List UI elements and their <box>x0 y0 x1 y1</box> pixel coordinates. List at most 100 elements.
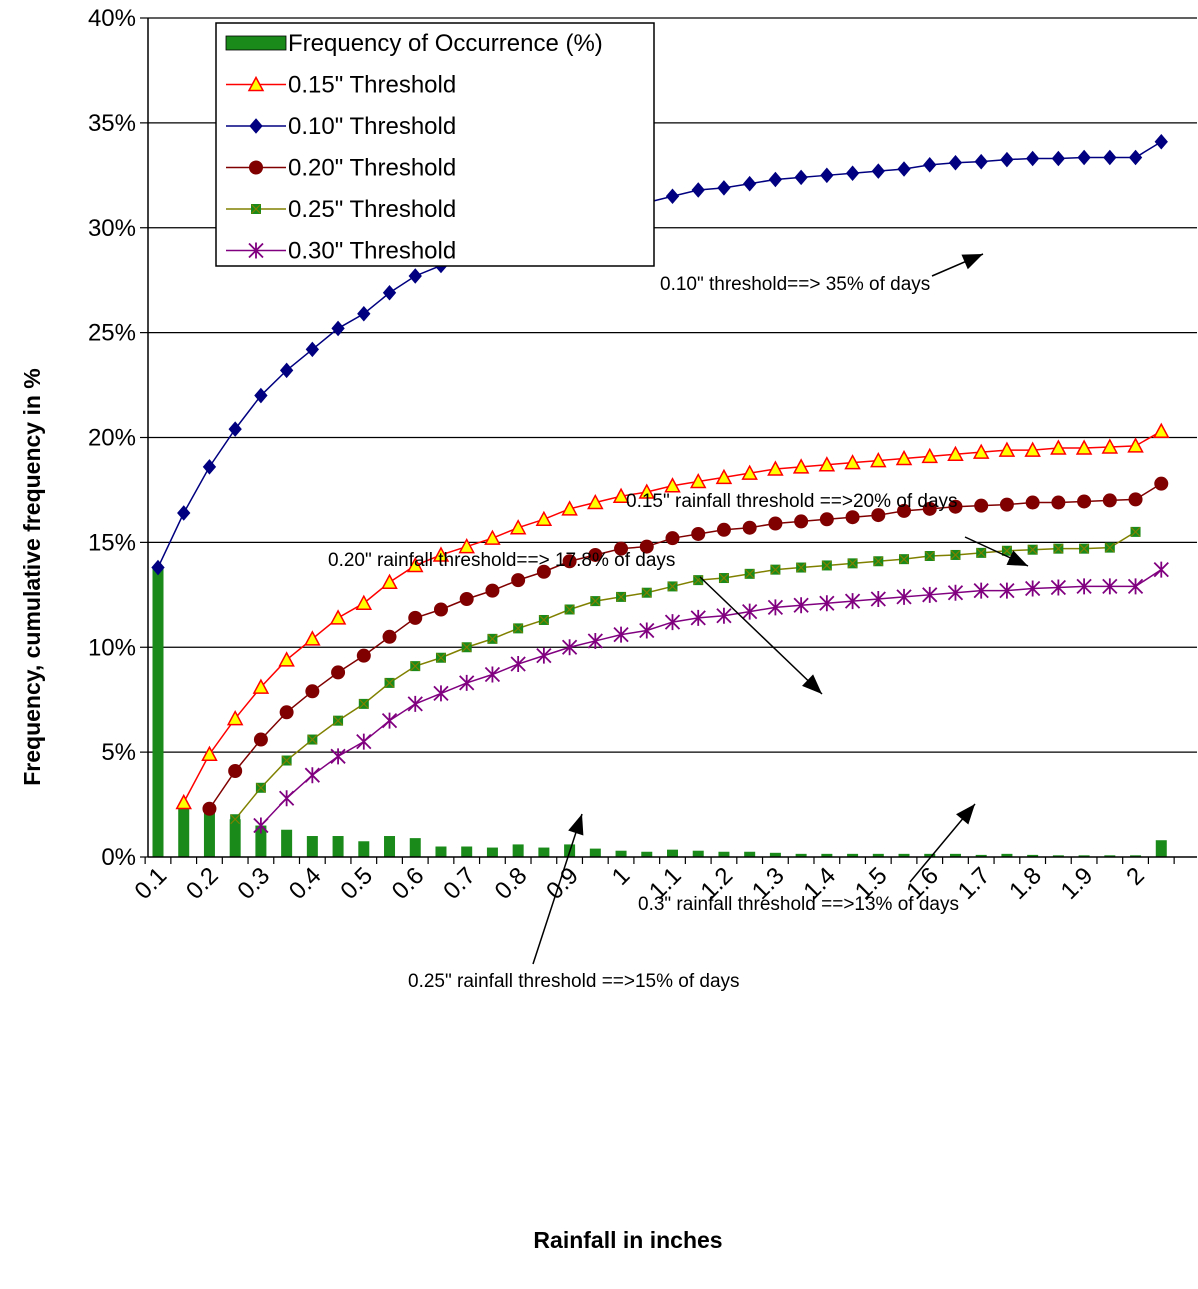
data-point <box>895 449 913 466</box>
data-point <box>820 167 834 184</box>
frequency-bar <box>435 846 447 857</box>
legend: Frequency of Occurrence (%) 0.15" Thresho… <box>215 22 655 267</box>
data-point <box>587 493 604 510</box>
data-point <box>279 705 294 720</box>
frequency-bar <box>898 853 910 857</box>
annotation-arrowhead <box>568 814 584 836</box>
legend-marker <box>249 118 263 134</box>
data-point <box>1102 493 1117 508</box>
data-point <box>998 441 1016 457</box>
data-point <box>693 575 704 586</box>
annotations: 0.10" threshold==> 35% of days 0.15" rain… <box>328 253 1029 992</box>
data-point <box>716 607 732 624</box>
data-point <box>1000 151 1014 168</box>
frequency-bar <box>872 853 884 857</box>
x-tick-label: 2 <box>1121 862 1150 891</box>
data-point <box>796 562 807 573</box>
data-point <box>562 554 577 569</box>
data-point <box>922 501 937 516</box>
data-point <box>718 573 729 584</box>
data-point <box>819 595 835 612</box>
data-point <box>691 182 705 198</box>
data-point <box>1128 149 1143 166</box>
data-point <box>329 609 347 625</box>
legend-box <box>215 22 655 267</box>
data-point <box>1075 439 1093 455</box>
data-point <box>793 597 809 614</box>
frequency-bar <box>821 853 833 857</box>
legend-label: 0.20" Threshold <box>288 155 456 182</box>
series-line <box>260 569 1162 827</box>
series-line <box>208 483 1162 810</box>
data-point <box>226 709 244 726</box>
data-point <box>897 503 912 518</box>
data-point <box>588 547 603 562</box>
annotation-5: 0.25" rainfall threshold ==>15% of days <box>408 971 740 992</box>
frequency-bar <box>152 567 164 857</box>
data-point <box>973 582 989 599</box>
data-point <box>974 498 989 513</box>
x-tick-label: 0.5 <box>335 862 378 905</box>
data-point <box>356 733 372 750</box>
data-point <box>819 512 834 527</box>
data-point <box>873 556 884 567</box>
data-point <box>151 559 165 576</box>
data-point <box>1076 578 1092 595</box>
data-point <box>410 661 421 672</box>
data-point <box>999 497 1014 512</box>
frequency-bar <box>1001 853 1013 857</box>
data-point <box>845 165 860 181</box>
data-point <box>947 584 964 601</box>
data-point <box>435 652 446 663</box>
frequency-bar <box>281 829 293 857</box>
data-point <box>742 520 757 535</box>
data-point <box>616 591 627 602</box>
x-tick-label: 1.7 <box>953 862 996 905</box>
data-point <box>433 602 448 617</box>
data-point <box>511 573 526 588</box>
frequency-bar <box>615 850 627 857</box>
frequency-bar <box>512 844 524 857</box>
data-point <box>202 459 217 475</box>
data-point <box>253 817 269 834</box>
x-tick-label: 0.6 <box>387 862 430 905</box>
data-point <box>408 268 422 284</box>
data-point <box>458 537 475 554</box>
data-point <box>794 514 809 529</box>
data-point <box>1154 133 1168 150</box>
data-point <box>847 558 858 569</box>
data-point <box>536 647 552 664</box>
x-tick-label: 0.8 <box>490 862 533 905</box>
data-point <box>384 677 395 688</box>
legend-swatch-bars <box>225 35 287 51</box>
annotation-arrowhead <box>1006 550 1028 566</box>
annotation-3: 0.20" rainfall threshold==> 17.8% of day… <box>328 550 675 571</box>
y-axis-title: Frequency, cumulative frequency in % <box>19 368 45 786</box>
frequency-bar <box>255 825 267 857</box>
annotation-arrowhead <box>956 804 975 825</box>
x-tick-label: 0.9 <box>541 862 584 905</box>
y-tick-label: 15% <box>88 529 136 556</box>
data-point <box>1077 494 1092 509</box>
frequency-bar <box>692 850 704 857</box>
data-point <box>1104 542 1115 553</box>
data-point <box>407 695 423 712</box>
data-point <box>1025 150 1040 167</box>
data-point <box>356 648 371 663</box>
data-point <box>770 564 781 575</box>
data-point <box>201 745 218 761</box>
data-point <box>871 163 885 179</box>
legend-marker <box>247 75 265 92</box>
data-point <box>331 665 346 680</box>
data-point <box>333 715 344 726</box>
frequency-bar <box>332 836 344 857</box>
data-point <box>1025 495 1040 510</box>
frequency-bar <box>847 853 859 857</box>
data-point <box>821 560 832 571</box>
data-point <box>639 539 654 554</box>
data-point <box>382 285 397 301</box>
y-tick-label: 30% <box>88 215 136 242</box>
data-point <box>844 454 861 470</box>
data-point <box>1027 544 1038 555</box>
